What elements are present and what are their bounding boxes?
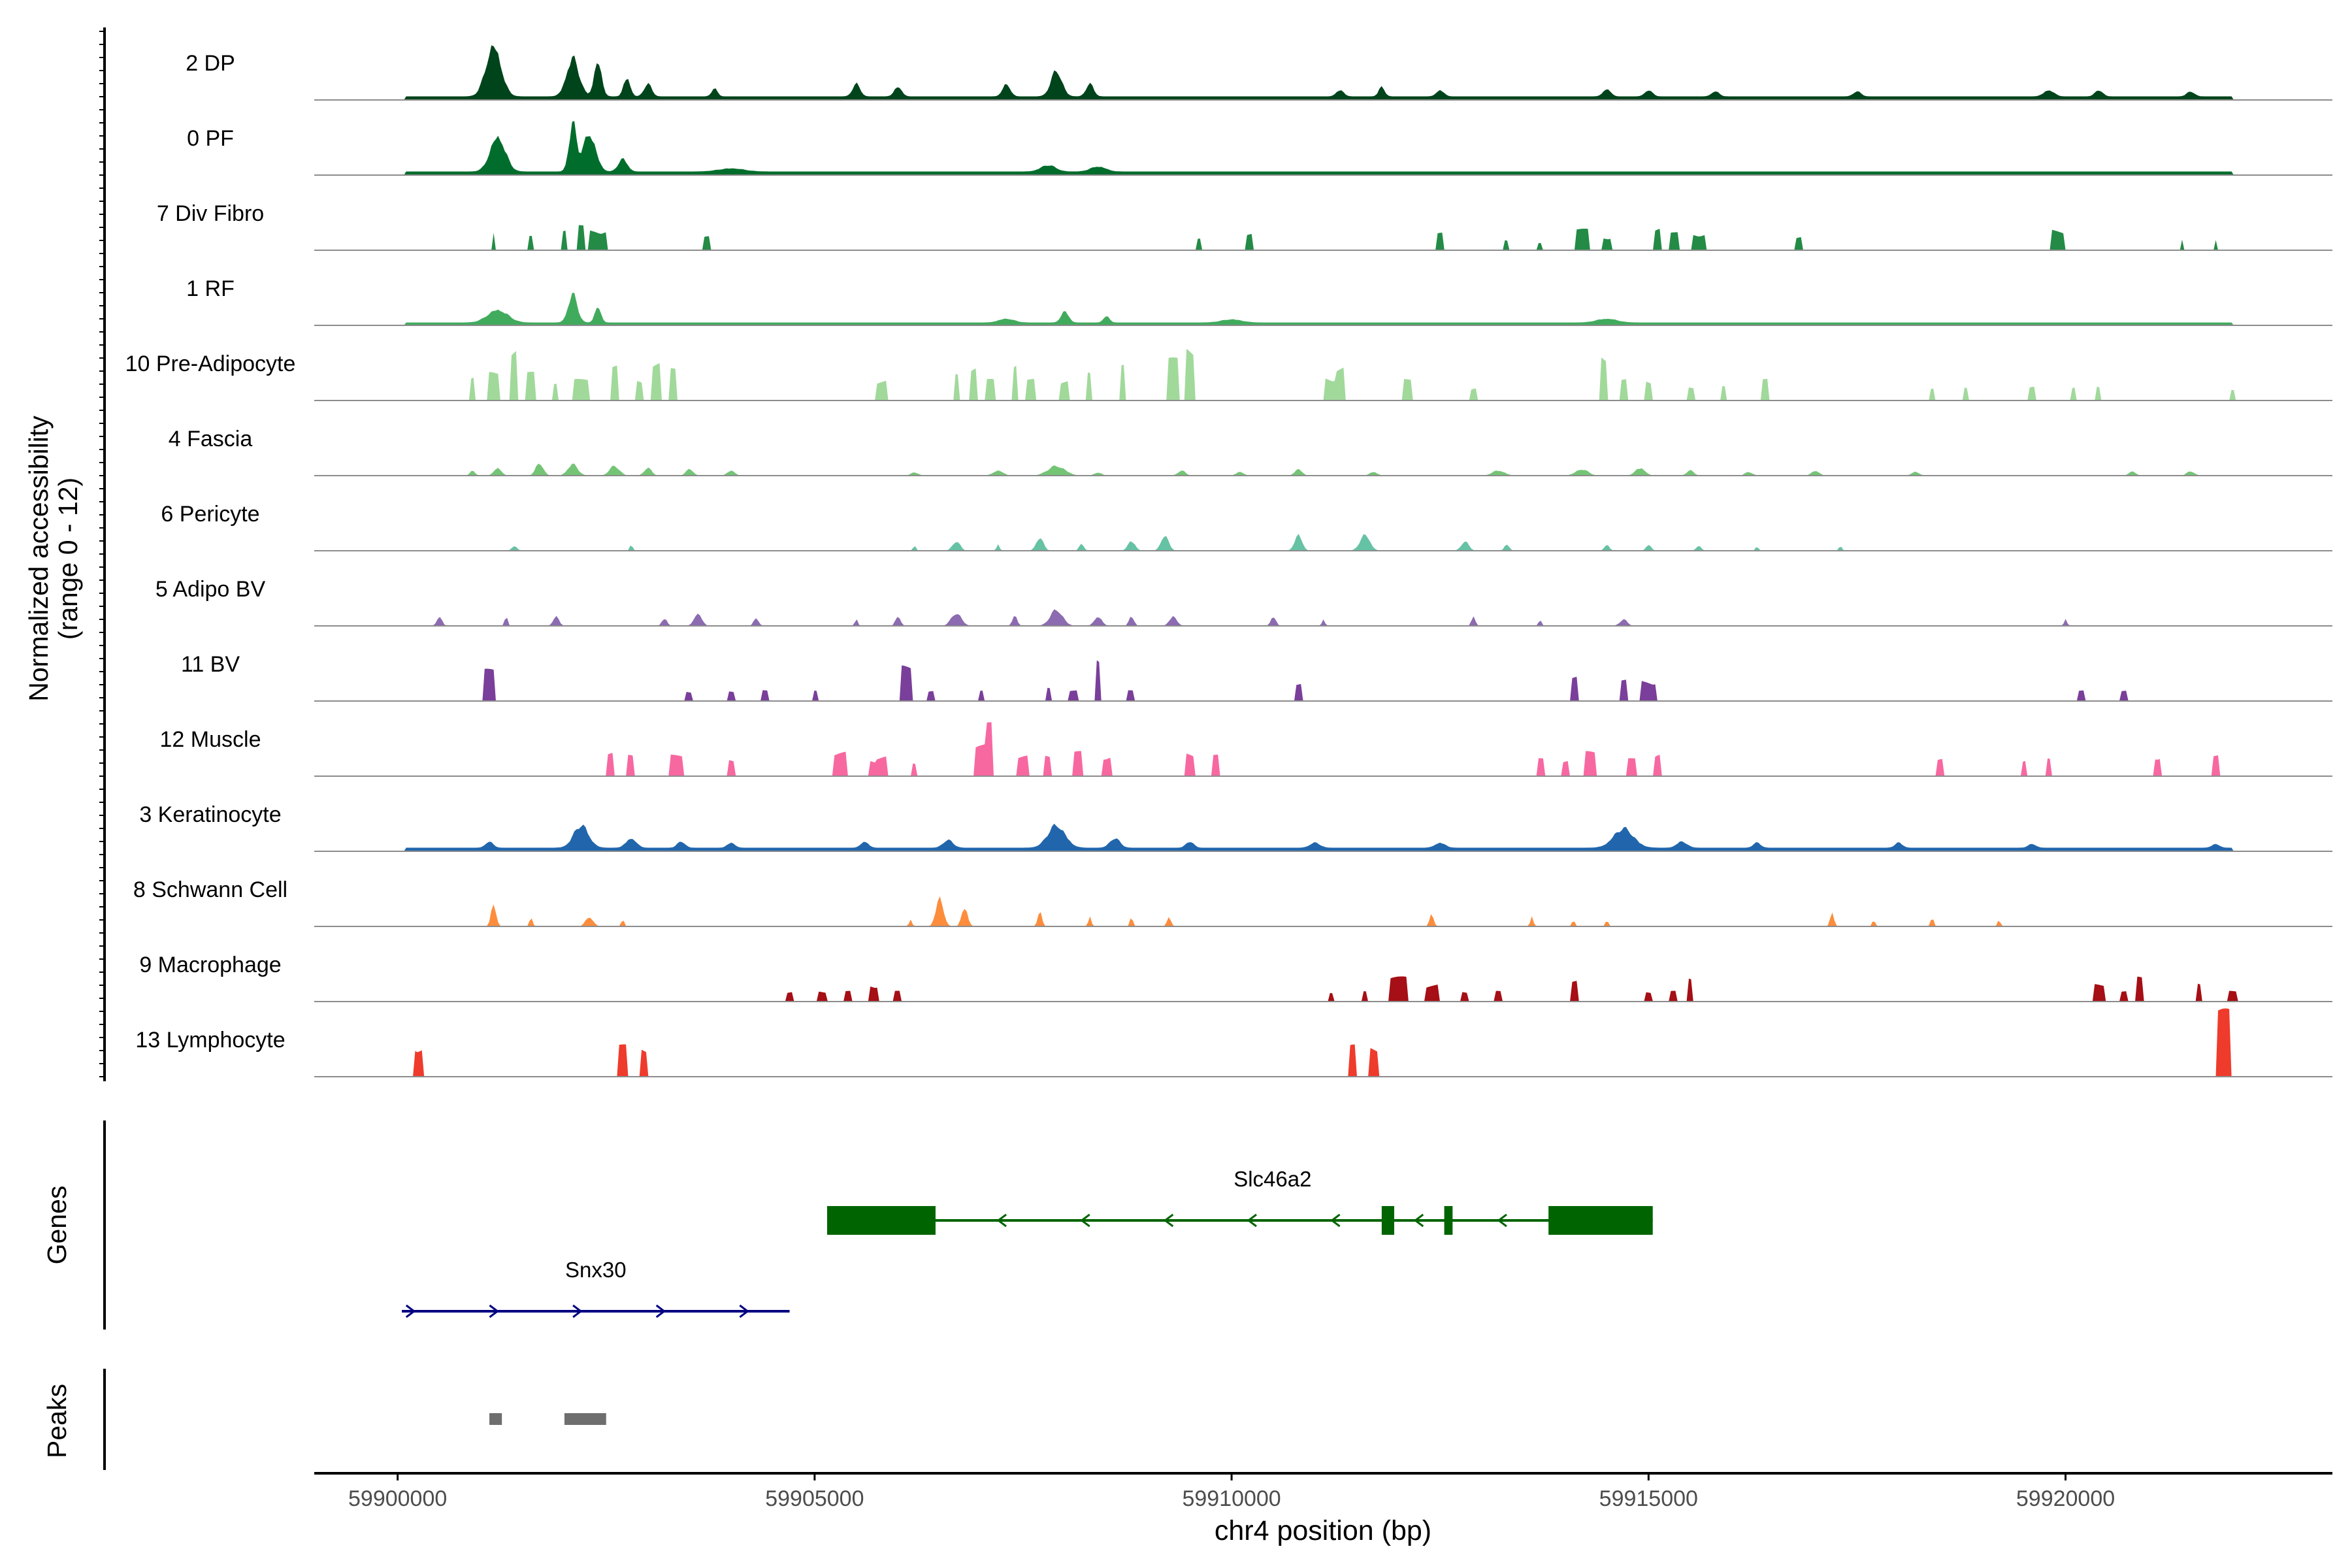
track-label: 2 DP — [186, 51, 235, 76]
exon — [827, 1206, 936, 1235]
coverage-area — [314, 609, 2332, 626]
track-4-fascia: 4 Fascia — [169, 427, 2332, 476]
coverage-area — [314, 823, 2332, 851]
strand-arrow — [1413, 1213, 1424, 1228]
coverage-area — [314, 463, 2332, 476]
gene-name: Snx30 — [565, 1258, 627, 1282]
track-label: 1 RF — [186, 276, 235, 301]
genes-panel-label: Genes — [42, 1186, 72, 1265]
track-3-keratinocyte: 3 Keratinocyte — [139, 802, 2332, 852]
track-5-adipo-bv: 5 Adipo BV — [155, 577, 2332, 627]
coverage-tracks: 2 DP 0 PF 7 Div Fibro 1 RF 10 Pre-Adipocyte 4… — [125, 45, 2332, 1077]
exon — [1548, 1206, 1653, 1235]
track-label: 12 Muscle — [160, 727, 261, 752]
x-axis-title: chr4 position (bp) — [1215, 1515, 1431, 1546]
exon — [1444, 1206, 1453, 1235]
coverage-area — [314, 1008, 2332, 1077]
strand-arrow — [1497, 1213, 1507, 1228]
coverage-area — [314, 348, 2332, 400]
track-13-lymphocyte: 13 Lymphocyte — [135, 1008, 2332, 1077]
track-0-pf: 0 PF — [187, 121, 2332, 176]
y-axis-title-line-1: Normalized accessibility — [24, 416, 54, 702]
strand-arrow — [1247, 1213, 1257, 1228]
gene-snx30: Snx30 — [402, 1258, 790, 1318]
track-label: 13 Lymphocyte — [135, 1028, 285, 1053]
track-label: 4 Fascia — [169, 427, 253, 451]
strand-arrow — [1080, 1213, 1090, 1228]
coverage-area — [314, 293, 2332, 325]
x-tick-label: 59915000 — [1599, 1486, 1698, 1511]
peak-regions — [489, 1413, 606, 1425]
coverage-area — [314, 722, 2332, 776]
track-label: 6 Pericyte — [161, 502, 259, 527]
track-label: 10 Pre-Adipocyte — [125, 351, 296, 376]
gene-name: Slc46a2 — [1233, 1167, 1311, 1191]
coverage-area — [314, 976, 2332, 1002]
track-6-pericyte: 6 Pericyte — [161, 502, 2332, 551]
track-11-bv: 11 BV — [181, 652, 2332, 702]
peak-region — [564, 1413, 606, 1425]
gene-annotations: Slc46a2 Snx30 — [402, 1167, 1653, 1318]
strand-arrow — [996, 1213, 1007, 1228]
x-tick-label: 59905000 — [765, 1486, 864, 1511]
track-8-schwann-cell: 8 Schwann Cell — [133, 877, 2332, 927]
track-label: 8 Schwann Cell — [133, 877, 287, 902]
x-tick-label: 59910000 — [1182, 1486, 1281, 1511]
strand-arrow — [739, 1304, 749, 1318]
track-7-div-fibro: 7 Div Fibro — [157, 201, 2332, 251]
track-2-dp: 2 DP — [186, 45, 2332, 101]
y-axis-title-line-2: (range 0 - 12) — [53, 478, 83, 640]
coverage-area — [314, 45, 2332, 100]
coverage-area — [314, 121, 2332, 175]
track-label: 0 PF — [187, 126, 234, 151]
x-tick-label: 59920000 — [2016, 1486, 2115, 1511]
x-axis: 59900000 59905000 59910000 59915000 59920000… — [314, 1472, 2332, 1546]
gene-slc46a2: Slc46a2 — [827, 1167, 1653, 1235]
peaks-panel: Peaks — [42, 1369, 606, 1470]
strand-arrow — [572, 1304, 583, 1318]
peaks-panel-label: Peaks — [42, 1384, 72, 1458]
strand-arrow — [655, 1304, 666, 1318]
track-10-pre-adipocyte: 10 Pre-Adipocyte — [125, 348, 2332, 401]
coverage-area — [314, 225, 2332, 250]
strand-arrow — [405, 1304, 416, 1318]
track-label: 3 Keratinocyte — [139, 802, 281, 827]
coverage-area — [314, 896, 2332, 926]
x-tick-label: 59900000 — [348, 1486, 447, 1511]
x-axis-ticks: 59900000 59905000 59910000 59915000 59920000 — [348, 1473, 2115, 1511]
track-12-muscle: 12 Muscle — [160, 722, 2332, 777]
genes-panel: Genes Slc46a2 Snx30 — [42, 1120, 1653, 1330]
track-9-macrophage: 9 Macrophage — [139, 953, 2332, 1002]
coverage-y-axis — [99, 27, 106, 1081]
strand-arrow — [1330, 1213, 1341, 1228]
track-label: 7 Div Fibro — [157, 201, 264, 226]
strand-arrow — [489, 1304, 499, 1318]
y-axis-title: Normalized accessibility (range 0 - 12) — [24, 416, 83, 702]
coverage-area — [314, 534, 2332, 551]
track-1-rf: 1 RF — [186, 276, 2332, 326]
coverage-area — [314, 660, 2332, 701]
exon — [1381, 1206, 1394, 1235]
track-label: 9 Macrophage — [139, 953, 281, 977]
peak-region — [489, 1413, 502, 1425]
strand-arrow — [1163, 1213, 1174, 1228]
track-label: 5 Adipo BV — [155, 577, 266, 602]
track-label: 11 BV — [181, 652, 240, 677]
